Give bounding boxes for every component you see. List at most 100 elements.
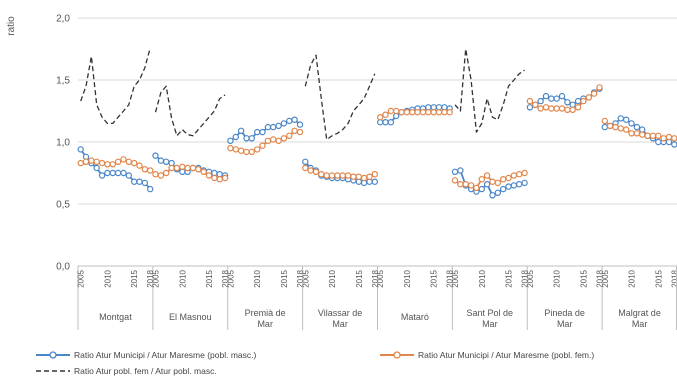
data-point-fem [280,135,288,142]
y-tick-label: 1,0 [56,138,70,149]
data-point-fem [104,161,111,168]
data-point-fem [205,172,213,179]
x-group-label-line: Vilassar de [318,308,362,318]
data-point-masc [371,178,378,185]
data-point-fem [387,107,395,115]
data-point-masc [296,121,304,128]
x-tick-label: 2005 [601,269,610,287]
data-point-fem [270,136,277,143]
data-point-fem [286,132,293,139]
legend-marker-ratio [36,370,70,372]
data-point-fem [312,168,320,175]
data-point-masc [227,137,234,144]
data-point-fem [601,117,609,125]
data-point-fem [532,101,539,109]
x-tick-label: 2005 [451,269,460,287]
data-point-fem [125,158,133,165]
data-point-fem [617,125,625,132]
x-tick-label: 2005 [301,269,310,287]
data-point-fem [393,107,400,115]
data-point-masc [521,179,528,187]
x-tick-label: 2005 [226,269,235,287]
data-point-fem [649,132,657,139]
data-point-masc [136,178,143,185]
data-point-fem [510,172,518,179]
data-point-fem [548,105,555,112]
data-point-masc [286,117,293,125]
x-group-label: Sant Pol de Mar [467,308,514,329]
data-point-masc [537,97,544,105]
x-group-label-line: Premià de [245,308,286,318]
data-point-fem [339,172,346,179]
legend-label-fem: Ratio Atur Municipi / Atur Maresme (pobl… [418,350,595,360]
x-group-label: Premià de Mar [245,308,286,329]
data-point-masc [146,185,154,193]
y-tick-label: 1,5 [56,76,70,87]
data-point-fem [344,172,352,179]
data-point-masc [553,95,560,102]
data-point-fem [398,108,405,116]
data-point-fem [109,161,117,168]
x-axis: 2005 2010 2015 2018 Montgat 2005 2010 2015 2018 E… [77,265,677,330]
data-point-fem [216,175,223,183]
x-tick-label: 2015 [579,269,588,287]
x-tick-label: 2018 [371,269,380,287]
y-axis-label: ratio [6,16,17,36]
data-point-fem [328,172,336,179]
x-tick-label: 2010 [403,269,412,287]
data-point-masc [248,135,255,142]
x-tick-label: 2010 [478,269,487,287]
x-group-label-line: Mar [632,319,648,329]
data-point-fem [457,180,464,188]
data-point-fem [350,173,357,180]
data-point-fem [168,164,175,172]
data-point-fem [558,105,566,112]
x-tick-label: 2010 [178,269,187,287]
data-point-masc [243,135,250,142]
x-group-label: Montgat [99,312,132,322]
data-point-masc [382,118,389,126]
data-point-fem [500,175,507,183]
data-point-fem [521,169,528,177]
data-point-fem [473,184,480,192]
data-point-masc [387,118,395,126]
data-point-masc [157,157,165,164]
data-point-masc [671,141,677,148]
legend-item-ratio: Ratio Atur pobl. fem / Atur pobl. masc. [36,366,217,376]
data-point-masc [232,133,239,141]
data-point-fem [114,158,122,165]
data-point-fem [435,108,443,116]
x-tick-label: 2018 [595,269,604,287]
data-point-fem [553,105,560,112]
data-point-fem [146,167,154,174]
data-point-fem [243,148,250,156]
data-point-fem [211,174,218,182]
y-axis: 0,0 0,5 1,0 1,5 2,0 [56,14,70,273]
data-point-fem [655,132,662,139]
data-point-masc [104,169,111,177]
x-tick-label: 2015 [205,269,214,287]
x-tick-label: 2015 [355,269,364,287]
x-group-label: El Masnou [169,312,212,322]
x-tick-label: 2005 [526,269,535,287]
x-group-label-line: Mar [557,319,573,329]
data-point-fem [430,108,437,116]
legend-marker-fem [380,351,414,359]
data-point-masc [162,158,170,165]
data-point-fem [141,166,149,173]
legend-label-ratio: Ratio Atur pobl. fem / Atur pobl. masc. [74,366,217,376]
x-tick-label: 2015 [654,269,663,287]
data-point-fem [232,146,239,153]
grid [78,17,677,267]
data-point-masc [114,169,122,177]
data-point-fem [494,179,501,187]
data-point-fem [360,174,368,182]
data-point-fem [441,108,448,116]
series-line-ratio [154,85,226,137]
data-point-fem [318,170,325,178]
data-point-fem [564,106,571,114]
x-group-label-line: Mar [257,319,273,329]
data-point-masc [264,123,272,131]
data-point-masc [510,182,518,189]
